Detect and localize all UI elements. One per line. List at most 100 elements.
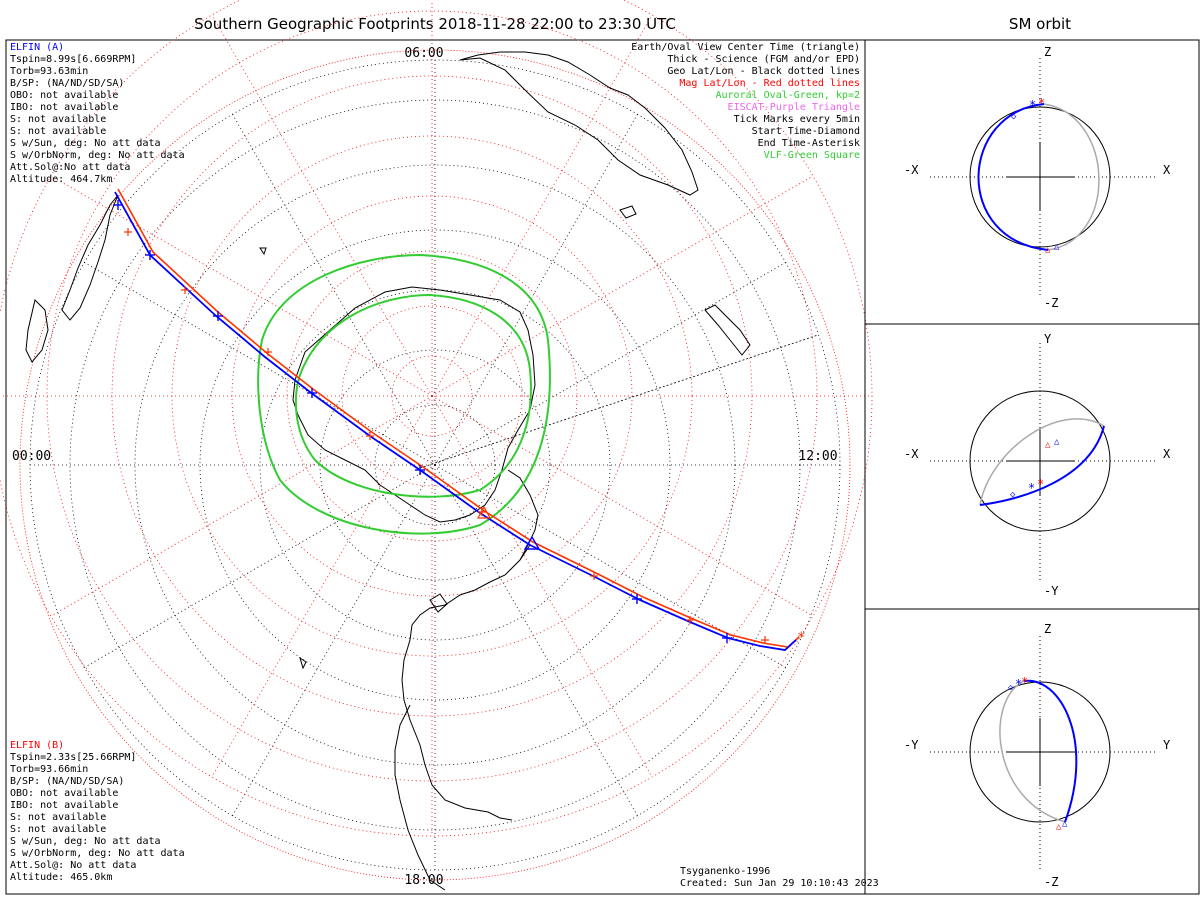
- legend-entry: Earth/Oval View Center Time (triangle): [631, 42, 860, 53]
- orbit-probe-a: [1023, 679, 1078, 823]
- legend-entry: Auroral Oval-Green, kp=2: [716, 90, 861, 101]
- probe-a-line: S w/OrbNorm, deg: No att data: [10, 150, 185, 161]
- probe-b-line: S w/OrbNorm, deg: No att data: [10, 848, 185, 859]
- probe-a-header: ELFIN (A): [10, 42, 64, 53]
- probe-b-line: S w/Sun, deg: No att data: [10, 836, 161, 847]
- probe-a-line: Altitude: 464.7km: [10, 174, 112, 185]
- footprint-tracks: *: [113, 188, 805, 651]
- mag-longitude-line: [211, 395, 433, 778]
- center-triangle-icon: △: [1054, 437, 1060, 447]
- clock-label-bottom: 18:00: [404, 873, 443, 888]
- end-asterisk-icon: *: [1038, 96, 1045, 110]
- created-note: Created: Sun Jan 29 10:10:43 2023: [680, 878, 879, 889]
- orbit-probe-a: [977, 103, 1049, 251]
- probe-a-line: Torb=93.63min: [10, 66, 88, 77]
- start-diamond-icon: ◇: [1008, 683, 1014, 693]
- probe-a-line: IBO: not available: [10, 102, 118, 113]
- sm-panel-yz: -Y Y Z -Z ◇ * * △ △: [904, 622, 1171, 889]
- coastline-south-america-west: [394, 704, 446, 891]
- probe-b-line: Altitude: 465.0km: [10, 872, 112, 883]
- mag-longitude-line: [431, 395, 814, 617]
- coastlines: [25, 51, 751, 891]
- map-grid: [0, 0, 873, 881]
- end-asterisk-icon: *: [1015, 677, 1022, 691]
- axis-label-right: Y: [1163, 738, 1171, 752]
- probe-b-line: Att.Sol@: No att data: [10, 860, 136, 871]
- start-diamond-icon: ◇: [1010, 490, 1016, 500]
- earth-circle: [969, 681, 1111, 823]
- legend-entry: Thick - Science (FGM and/or EPD): [667, 54, 860, 65]
- orbit-back: [999, 680, 1066, 823]
- legend-entry: Mag Lat/Lon - Red dotted lines: [679, 78, 860, 89]
- axis-label-top: Y: [1044, 332, 1052, 346]
- clock-label-left: 00:00: [12, 449, 51, 464]
- end-asterisk-icon: *: [1037, 477, 1044, 491]
- sm-orbit-title: SM orbit: [1009, 15, 1071, 33]
- legend-entry: Tick Marks every 5min: [734, 114, 860, 125]
- end-asterisk-icon: *: [1021, 675, 1028, 689]
- legend-entry: Geo Lat/Lon - Black dotted lines: [667, 66, 860, 77]
- earth-circle: [969, 390, 1111, 532]
- center-triangle-icon: △: [1045, 245, 1051, 255]
- probe-b-line: OBO: not available: [10, 788, 118, 799]
- clock-label-right: 12:00: [798, 449, 837, 464]
- map-panel: * 06:00 00:00 12:00 18:00 ELFIN (A) Tspi…: [0, 0, 879, 895]
- coastline-australia: [459, 51, 699, 196]
- mag-longitude-line: [211, 14, 433, 397]
- earth-circle: [969, 106, 1111, 248]
- axis-label-right: X: [1163, 163, 1171, 177]
- probe-a-line: S w/Sun, deg: No att data: [10, 138, 161, 149]
- mag-longitude-line: [431, 14, 653, 397]
- mag-latitude-circle: [341, 305, 523, 487]
- legend-entry: EISCAT-Purple Triangle: [728, 102, 860, 113]
- probe-a-line: S: not available: [10, 114, 106, 125]
- auroral-oval-inner: [294, 293, 532, 498]
- end-asterisk-icon: *: [1028, 481, 1035, 495]
- probe-b-header: ELFIN (B): [10, 740, 64, 751]
- axis-label-top: Z: [1044, 622, 1051, 636]
- coastline-madagascar: [25, 299, 49, 363]
- legend-entry: VLF-Green Square: [764, 150, 860, 161]
- mag-longitude-line: [50, 395, 433, 617]
- probe-a-line: B/SP: (NA/ND/SD/SA): [10, 78, 124, 89]
- probe-a-line: Att.Sol@:No att data: [10, 162, 130, 173]
- start-diamond-icon: ◇: [1011, 112, 1017, 122]
- axis-label-left: -Y: [904, 738, 919, 752]
- sm-orbit-panels: -X X Z -Z ◇ * * △ △ -X X Y -Y ◇ * * △: [864, 39, 1200, 895]
- probe-b-line: B/SP: (NA/ND/SD/SA): [10, 776, 124, 787]
- legend-entry: Start Time-Diamond: [752, 126, 860, 137]
- mag-longitude-line: [431, 395, 653, 778]
- probe-a-track: [114, 191, 797, 651]
- sm-panels-frame: [864, 39, 1200, 895]
- map-legend: Earth/Oval View Center Time (triangle) T…: [631, 42, 860, 161]
- auroral-oval: [257, 253, 551, 535]
- coastline-new-zealand: [704, 304, 751, 356]
- clock-label-top: 06:00: [404, 46, 443, 61]
- axis-label-bottom: -Z: [1044, 296, 1058, 310]
- probe-b-line: Tspin=2.33s[25.66RPM]: [10, 752, 136, 763]
- coastline-antarctica: [292, 286, 536, 523]
- orbit-probe-a: [979, 425, 1105, 506]
- geo-latitude-circle: [259, 289, 611, 641]
- probe-a-line: OBO: not available: [10, 90, 118, 101]
- axis-label-left: -X: [904, 447, 919, 461]
- main-title: Southern Geographic Footprints 2018-11-2…: [194, 15, 676, 33]
- view-center-triangle-icon: [523, 535, 541, 550]
- probe-b-line: IBO: not available: [10, 800, 118, 811]
- probe-a-line: Tspin=8.99s[6.669RPM]: [10, 54, 136, 65]
- end-asterisk-icon: *: [1029, 98, 1036, 112]
- axis-label-bottom: -Y: [1044, 584, 1059, 598]
- axis-label-right: X: [1163, 447, 1171, 461]
- mag-longitude-line: [50, 175, 433, 397]
- mag-latitude-circle: [0, 0, 873, 837]
- coastline-islands: [259, 205, 637, 670]
- coastline-africa: [61, 194, 119, 321]
- probe-b-line: Torb=93.66min: [10, 764, 88, 775]
- geo-longitude-line: [434, 114, 638, 466]
- mag-longitude-line: [431, 175, 814, 397]
- probe-b-info: ELFIN (B) Tspin=2.33s[25.66RPM] Torb=93.…: [10, 740, 185, 883]
- center-triangle-icon: △: [1054, 242, 1060, 252]
- legend-entry: End Time-Asterisk: [758, 138, 860, 149]
- axis-label-top: Z: [1044, 45, 1051, 59]
- auroral-oval-outer: [257, 253, 551, 535]
